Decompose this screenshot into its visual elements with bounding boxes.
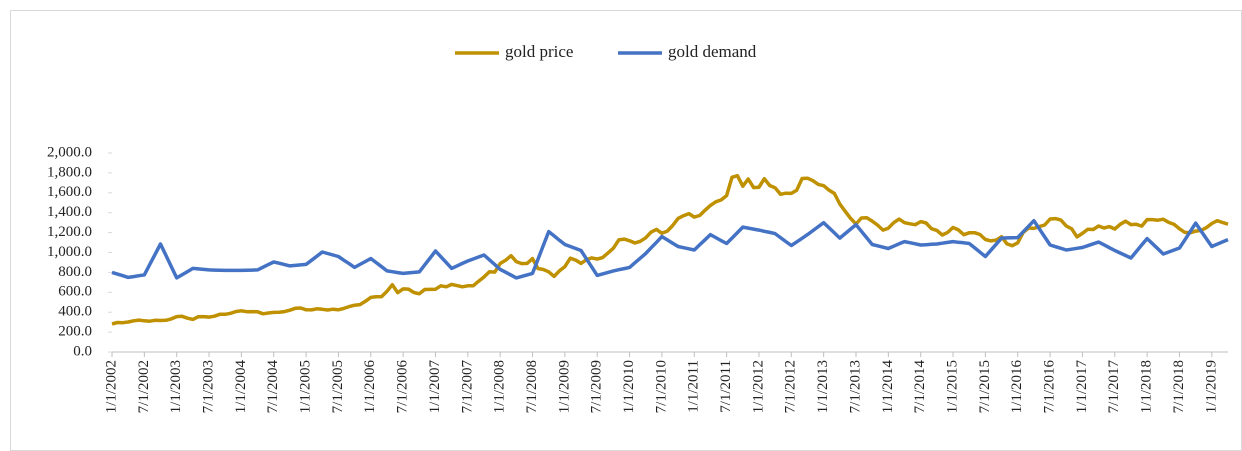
x-tick-label: 1/1/2018 bbox=[1139, 360, 1155, 413]
y-tick-label: 1,600.0 bbox=[47, 184, 92, 200]
y-tick-label: 800.0 bbox=[58, 264, 92, 280]
x-tick-label: 7/1/2016 bbox=[1042, 360, 1058, 414]
x-tick-label: 1/1/2009 bbox=[556, 360, 572, 413]
x-tick-label: 1/1/2008 bbox=[492, 360, 508, 413]
x-tick-label: 7/1/2007 bbox=[459, 360, 475, 414]
y-tick-label: 0.0 bbox=[73, 343, 92, 359]
x-tick-label: 1/1/2017 bbox=[1074, 360, 1090, 414]
y-tick-label: 2,000.0 bbox=[47, 144, 92, 160]
y-tick-label: 1,200.0 bbox=[47, 224, 92, 240]
x-tick-label: 1/1/2016 bbox=[1009, 360, 1025, 414]
series-line bbox=[111, 173, 1229, 326]
y-tick-label: 600.0 bbox=[58, 284, 92, 300]
x-tick-label: 7/1/2004 bbox=[265, 360, 281, 414]
x-tick-label: 1/1/2003 bbox=[168, 360, 184, 413]
y-tick-label: 1,400.0 bbox=[47, 204, 92, 220]
x-tick-label: 7/1/2012 bbox=[783, 360, 799, 413]
x-tick-label: 7/1/2017 bbox=[1106, 360, 1122, 414]
x-tick-label: 1/1/2004 bbox=[233, 360, 249, 414]
x-tick-label: 1/1/2011 bbox=[686, 360, 702, 413]
x-tick-label: 1/1/2005 bbox=[298, 360, 314, 413]
x-tick-label: 1/1/2015 bbox=[944, 360, 960, 413]
x-tick-label: 1/1/2006 bbox=[362, 360, 378, 414]
x-tick-label: 7/1/2009 bbox=[589, 360, 605, 413]
x-tick-label: 1/1/2012 bbox=[750, 360, 766, 413]
x-tick-label: 7/1/2010 bbox=[653, 360, 669, 413]
x-tick-label: 7/1/2014 bbox=[912, 360, 928, 414]
x-tick-label: 7/1/2006 bbox=[395, 360, 411, 414]
x-tick-label: 1/1/2002 bbox=[103, 360, 119, 413]
legend-label: gold demand bbox=[668, 42, 757, 61]
x-tick-label: 1/1/2010 bbox=[621, 360, 637, 413]
x-tick-label: 7/1/2018 bbox=[1171, 360, 1187, 413]
x-tick-label: 7/1/2011 bbox=[718, 360, 734, 413]
x-tick-label: 1/1/2019 bbox=[1203, 360, 1219, 413]
y-tick-label: 200.0 bbox=[58, 324, 92, 340]
x-tick-label: 7/1/2002 bbox=[136, 360, 152, 413]
legend-label: gold price bbox=[505, 42, 573, 61]
y-tick-label: 400.0 bbox=[58, 304, 92, 320]
x-tick-label: 7/1/2005 bbox=[330, 360, 346, 413]
x-tick-label: 1/1/2014 bbox=[880, 360, 896, 414]
x-tick-label: 7/1/2003 bbox=[200, 360, 216, 413]
y-tick-label: 1,800.0 bbox=[47, 164, 92, 180]
x-tick-label: 1/1/2007 bbox=[427, 360, 443, 414]
x-tick-label: 1/1/2013 bbox=[815, 360, 831, 413]
x-tick-label: 7/1/2008 bbox=[524, 360, 540, 413]
series-line bbox=[111, 218, 1229, 280]
y-tick-label: 1,000.0 bbox=[47, 244, 92, 260]
x-tick-label: 7/1/2013 bbox=[847, 360, 863, 413]
x-tick-label: 7/1/2015 bbox=[977, 360, 993, 413]
